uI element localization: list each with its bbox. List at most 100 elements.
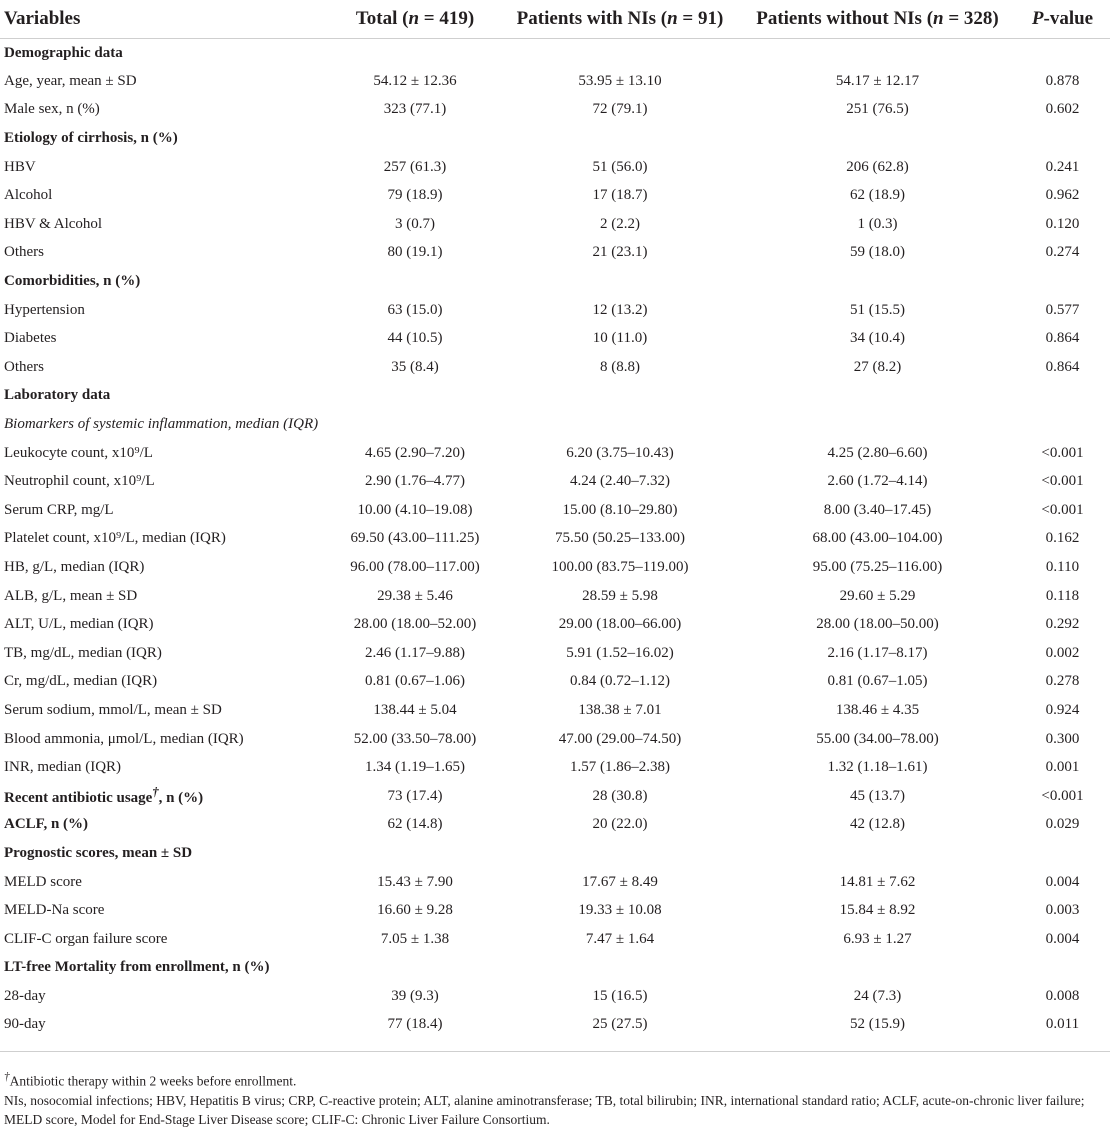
cell-without-nis: 95.00 (75.25–116.00) — [812, 558, 943, 575]
row-label: HBV & Alcohol — [4, 215, 103, 232]
cell-total: 44 (10.5) — [387, 330, 443, 347]
row-label: ALT, U/L, median (IQR) — [4, 616, 154, 633]
cell-with-nis — [500, 839, 740, 868]
cell-total: 138.44 ± 5.04 — [373, 701, 457, 718]
cell-total: 10.00 (4.10–19.08) — [357, 501, 473, 518]
footnote-dagger: †Antibiotic therapy within 2 weeks befor… — [4, 1071, 297, 1089]
cell-with-nis — [500, 39, 740, 68]
row-label: Laboratory data — [4, 387, 111, 404]
table-row: HBV 257 (61.3) 51 (56.0) 206 (62.8) 0.241 — [0, 153, 1110, 182]
table-row: Diabetes 44 (10.5) 10 (11.0) 34 (10.4) 0.864 — [0, 324, 1110, 353]
cell-total: 63 (15.0) — [387, 301, 443, 318]
cell-without-nis — [740, 839, 1015, 868]
cell-with-nis: 10 (11.0) — [592, 330, 648, 347]
cell-with-nis: 0.84 (0.72–1.12) — [570, 673, 670, 690]
row-label: Alcohol — [4, 187, 53, 204]
row-label: ACLF, n (%) — [4, 816, 89, 833]
cell-without-nis: 0.81 (0.67–1.05) — [827, 673, 928, 690]
cell-with-nis: 51 (56.0) — [592, 158, 648, 175]
cell-with-nis: 1.57 (1.86–2.38) — [570, 759, 670, 776]
cell-without-nis: 34 (10.4) — [850, 330, 905, 347]
header-variables: Variables — [0, 0, 330, 39]
cell-p-value: 0.274 — [1045, 244, 1080, 261]
table-row: TB, mg/dL, median (IQR) 2.46 (1.17–9.88) 5… — [0, 639, 1110, 668]
section-header-row: Prognostic scores, mean ± SD — [0, 839, 1110, 868]
table-row: ACLF, n (%) 62 (14.8) 20 (22.0) 42 (12.8) 0.… — [0, 811, 1110, 840]
table-bottom-rule — [0, 1039, 1110, 1052]
cell-total: 80 (19.1) — [387, 244, 443, 261]
table-header-row: Variables Total (n = 419) Patients with … — [0, 0, 1110, 39]
cell-total: 52.00 (33.50–78.00) — [353, 730, 477, 747]
cell-with-nis: 7.47 ± 1.64 — [585, 930, 655, 947]
cell-without-nis: 2.16 (1.17–8.17) — [827, 644, 928, 661]
cell-p-value: 0.004 — [1045, 930, 1080, 947]
cell-p-value — [1015, 382, 1110, 411]
row-label: Male sex, n (%) — [4, 101, 100, 118]
table-footnotes: †Antibiotic therapy within 2 weeks befor… — [4, 1068, 1104, 1129]
cell-with-nis: 28 (30.8) — [592, 787, 648, 804]
row-label: Others — [4, 358, 44, 375]
cell-total: 7.05 ± 1.38 — [380, 930, 450, 947]
table-row: Others 80 (19.1) 21 (23.1) 59 (18.0) 0.274 — [0, 239, 1110, 268]
table-row: INR, median (IQR) 1.34 (1.19–1.65) 1.57 (1… — [0, 753, 1110, 782]
cell-without-nis — [740, 39, 1015, 68]
cell-p-value: 0.029 — [1045, 816, 1080, 833]
cell-with-nis: 17 (18.7) — [592, 187, 648, 204]
cell-total — [330, 410, 500, 439]
header-total: Total (n = 419) — [330, 0, 500, 39]
cell-without-nis: 24 (7.3) — [853, 987, 902, 1004]
cell-without-nis: 28.00 (18.00–50.00) — [816, 616, 939, 633]
cell-p-value: 0.002 — [1045, 644, 1080, 661]
section-header-row: Laboratory data — [0, 382, 1110, 411]
cell-total: 1.34 (1.19–1.65) — [365, 759, 465, 776]
row-label: MELD score — [4, 873, 82, 890]
table-row: Hypertension 63 (15.0) 12 (13.2) 51 (15.5) 0… — [0, 296, 1110, 325]
cell-with-nis: 20 (22.0) — [592, 816, 648, 833]
cell-total — [330, 267, 500, 296]
cell-p-value: 0.110 — [1045, 558, 1080, 575]
cell-with-nis — [500, 124, 740, 153]
cell-p-value: 0.292 — [1045, 616, 1080, 633]
subsection-header-row: Biomarkers of systemic inflammation, med… — [0, 410, 1110, 439]
cell-without-nis: 51 (15.5) — [850, 301, 905, 318]
row-label: Leukocyte count, x10⁹/L — [4, 444, 153, 461]
cell-total: 54.12 ± 12.36 — [373, 72, 457, 89]
row-label: Serum CRP, mg/L — [4, 501, 114, 518]
cell-without-nis: 206 (62.8) — [846, 158, 909, 175]
cell-p-value: 0.278 — [1045, 673, 1080, 690]
cell-with-nis: 138.38 ± 7.01 — [578, 701, 662, 718]
cell-with-nis: 12 (13.2) — [592, 301, 648, 318]
table-row: Alcohol 79 (18.9) 17 (18.7) 62 (18.9) 0.962 — [0, 181, 1110, 210]
cell-with-nis — [500, 382, 740, 411]
cell-with-nis: 47.00 (29.00–74.50) — [558, 730, 682, 747]
cell-without-nis: 6.93 ± 1.27 — [843, 930, 912, 947]
cell-without-nis: 251 (76.5) — [846, 101, 909, 118]
cell-p-value — [1015, 410, 1110, 439]
cell-without-nis: 4.25 (2.80–6.60) — [827, 444, 928, 461]
cell-p-value: 0.011 — [1045, 1016, 1080, 1033]
row-label: Biomarkers of systemic inflammation, med… — [4, 416, 319, 433]
cell-total: 29.38 ± 5.46 — [377, 587, 453, 604]
row-label: Blood ammonia, μmol/L, median (IQR) — [4, 730, 244, 747]
cell-p-value: 0.004 — [1045, 873, 1080, 890]
table-row: Serum CRP, mg/L 10.00 (4.10–19.08) 15.00 (… — [0, 496, 1110, 525]
cell-without-nis — [740, 382, 1015, 411]
row-label: MELD-Na score — [4, 902, 105, 919]
cell-p-value — [1015, 839, 1110, 868]
cell-p-value: 0.300 — [1045, 730, 1080, 747]
row-label: Etiology of cirrhosis, n (%) — [4, 130, 178, 147]
cell-without-nis: 68.00 (43.00–104.00) — [812, 530, 943, 547]
cell-total: 257 (61.3) — [383, 158, 447, 175]
cell-with-nis: 75.50 (50.25–133.00) — [555, 530, 685, 547]
row-label: LT-free Mortality from enrollment, n (%) — [4, 959, 270, 976]
cell-p-value — [1015, 39, 1110, 68]
cell-with-nis — [500, 267, 740, 296]
cell-p-value: <0.001 — [1041, 787, 1084, 804]
header-without-nis: Patients without NIs (n = 328) — [740, 0, 1015, 39]
table-row: Platelet count, x10⁹/L, median (IQR) 69.5… — [0, 525, 1110, 554]
row-label: 28-day — [4, 987, 46, 1004]
cell-with-nis: 4.24 (2.40–7.32) — [570, 473, 670, 490]
table-row: 90-day 77 (18.4) 25 (27.5) 52 (15.9) 0.011 — [0, 1011, 1110, 1040]
cell-without-nis: 27 (8.2) — [853, 358, 902, 375]
